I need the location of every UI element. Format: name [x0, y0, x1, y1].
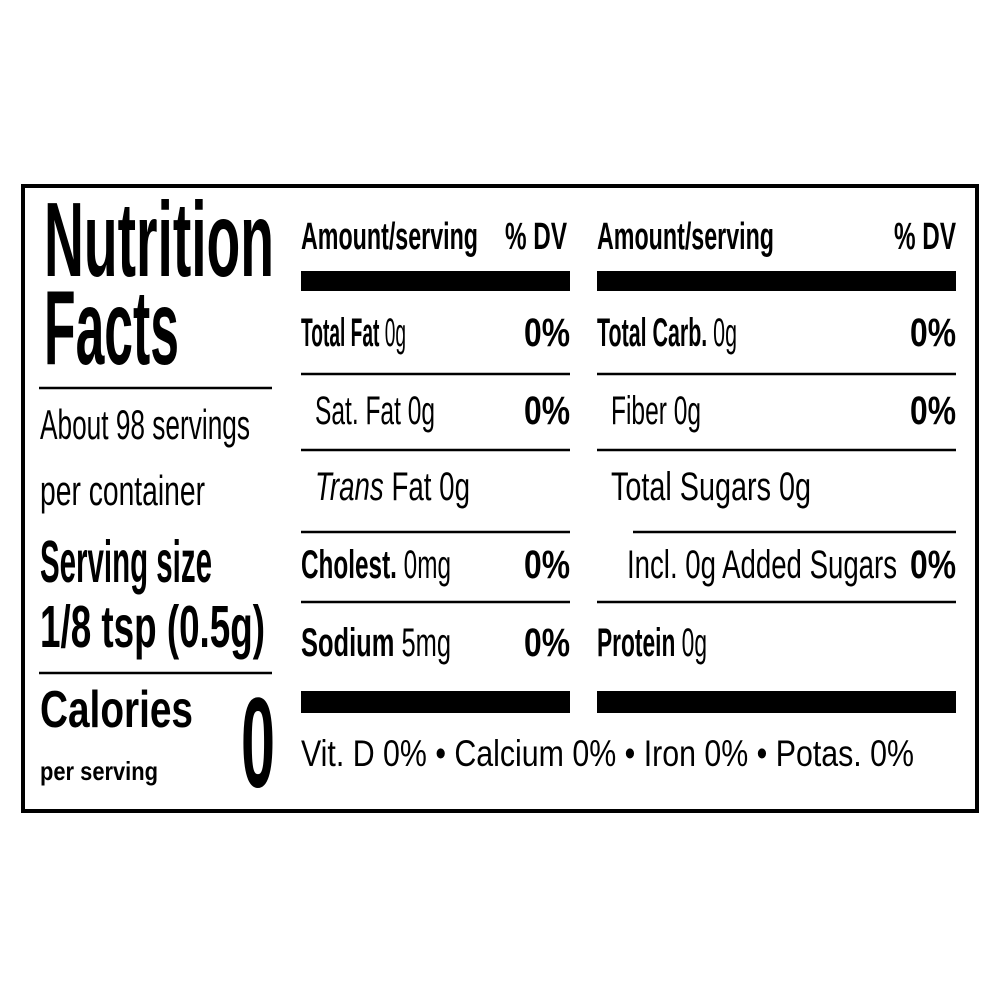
- svg-text:Serving size: Serving size: [40, 529, 212, 595]
- svg-text:Total Fat 0g: Total Fat 0g: [301, 311, 406, 355]
- svg-text:Amount/serving: Amount/serving: [301, 216, 478, 258]
- svg-text:Calories: Calories: [40, 681, 193, 739]
- svg-text:Sodium 5mg: Sodium 5mg: [301, 621, 451, 665]
- svg-text:Sat. Fat 0g: Sat. Fat 0g: [315, 389, 435, 433]
- svg-text:Amount/serving: Amount/serving: [597, 216, 774, 258]
- svg-text:0%: 0%: [524, 621, 570, 665]
- svg-text:Incl. 0g Added Sugars: Incl. 0g Added Sugars: [627, 543, 897, 587]
- svg-text:Protein 0g: Protein 0g: [597, 621, 707, 665]
- svg-text:Facts: Facts: [44, 269, 179, 387]
- svg-text:About 98 servings: About 98 servings: [40, 401, 250, 448]
- svg-text:per container: per container: [40, 467, 205, 514]
- svg-text:0%: 0%: [524, 543, 570, 587]
- svg-text:per serving: per serving: [40, 756, 158, 786]
- svg-text:% DV: % DV: [505, 216, 567, 258]
- svg-text:Vit. D 0% • Calcium 0% • Iron: Vit. D 0% • Calcium 0% • Iron 0% • Potas…: [301, 733, 914, 774]
- svg-text:Total Sugars 0g: Total Sugars 0g: [611, 465, 811, 509]
- svg-text:Trans Fat 0g: Trans Fat 0g: [315, 465, 470, 509]
- svg-text:Total Carb. 0g: Total Carb. 0g: [597, 311, 737, 355]
- svg-text:1/8 tsp (0.5g): 1/8 tsp (0.5g): [40, 594, 265, 660]
- svg-text:0%: 0%: [910, 389, 956, 433]
- svg-text:0%: 0%: [524, 389, 570, 433]
- svg-text:0%: 0%: [524, 311, 570, 355]
- svg-text:% DV: % DV: [894, 216, 956, 258]
- svg-text:Cholest. 0mg: Cholest. 0mg: [301, 543, 451, 587]
- svg-text:0%: 0%: [910, 311, 956, 355]
- svg-text:0: 0: [241, 672, 275, 815]
- svg-text:Fiber 0g: Fiber 0g: [611, 389, 701, 433]
- svg-text:0%: 0%: [910, 543, 956, 587]
